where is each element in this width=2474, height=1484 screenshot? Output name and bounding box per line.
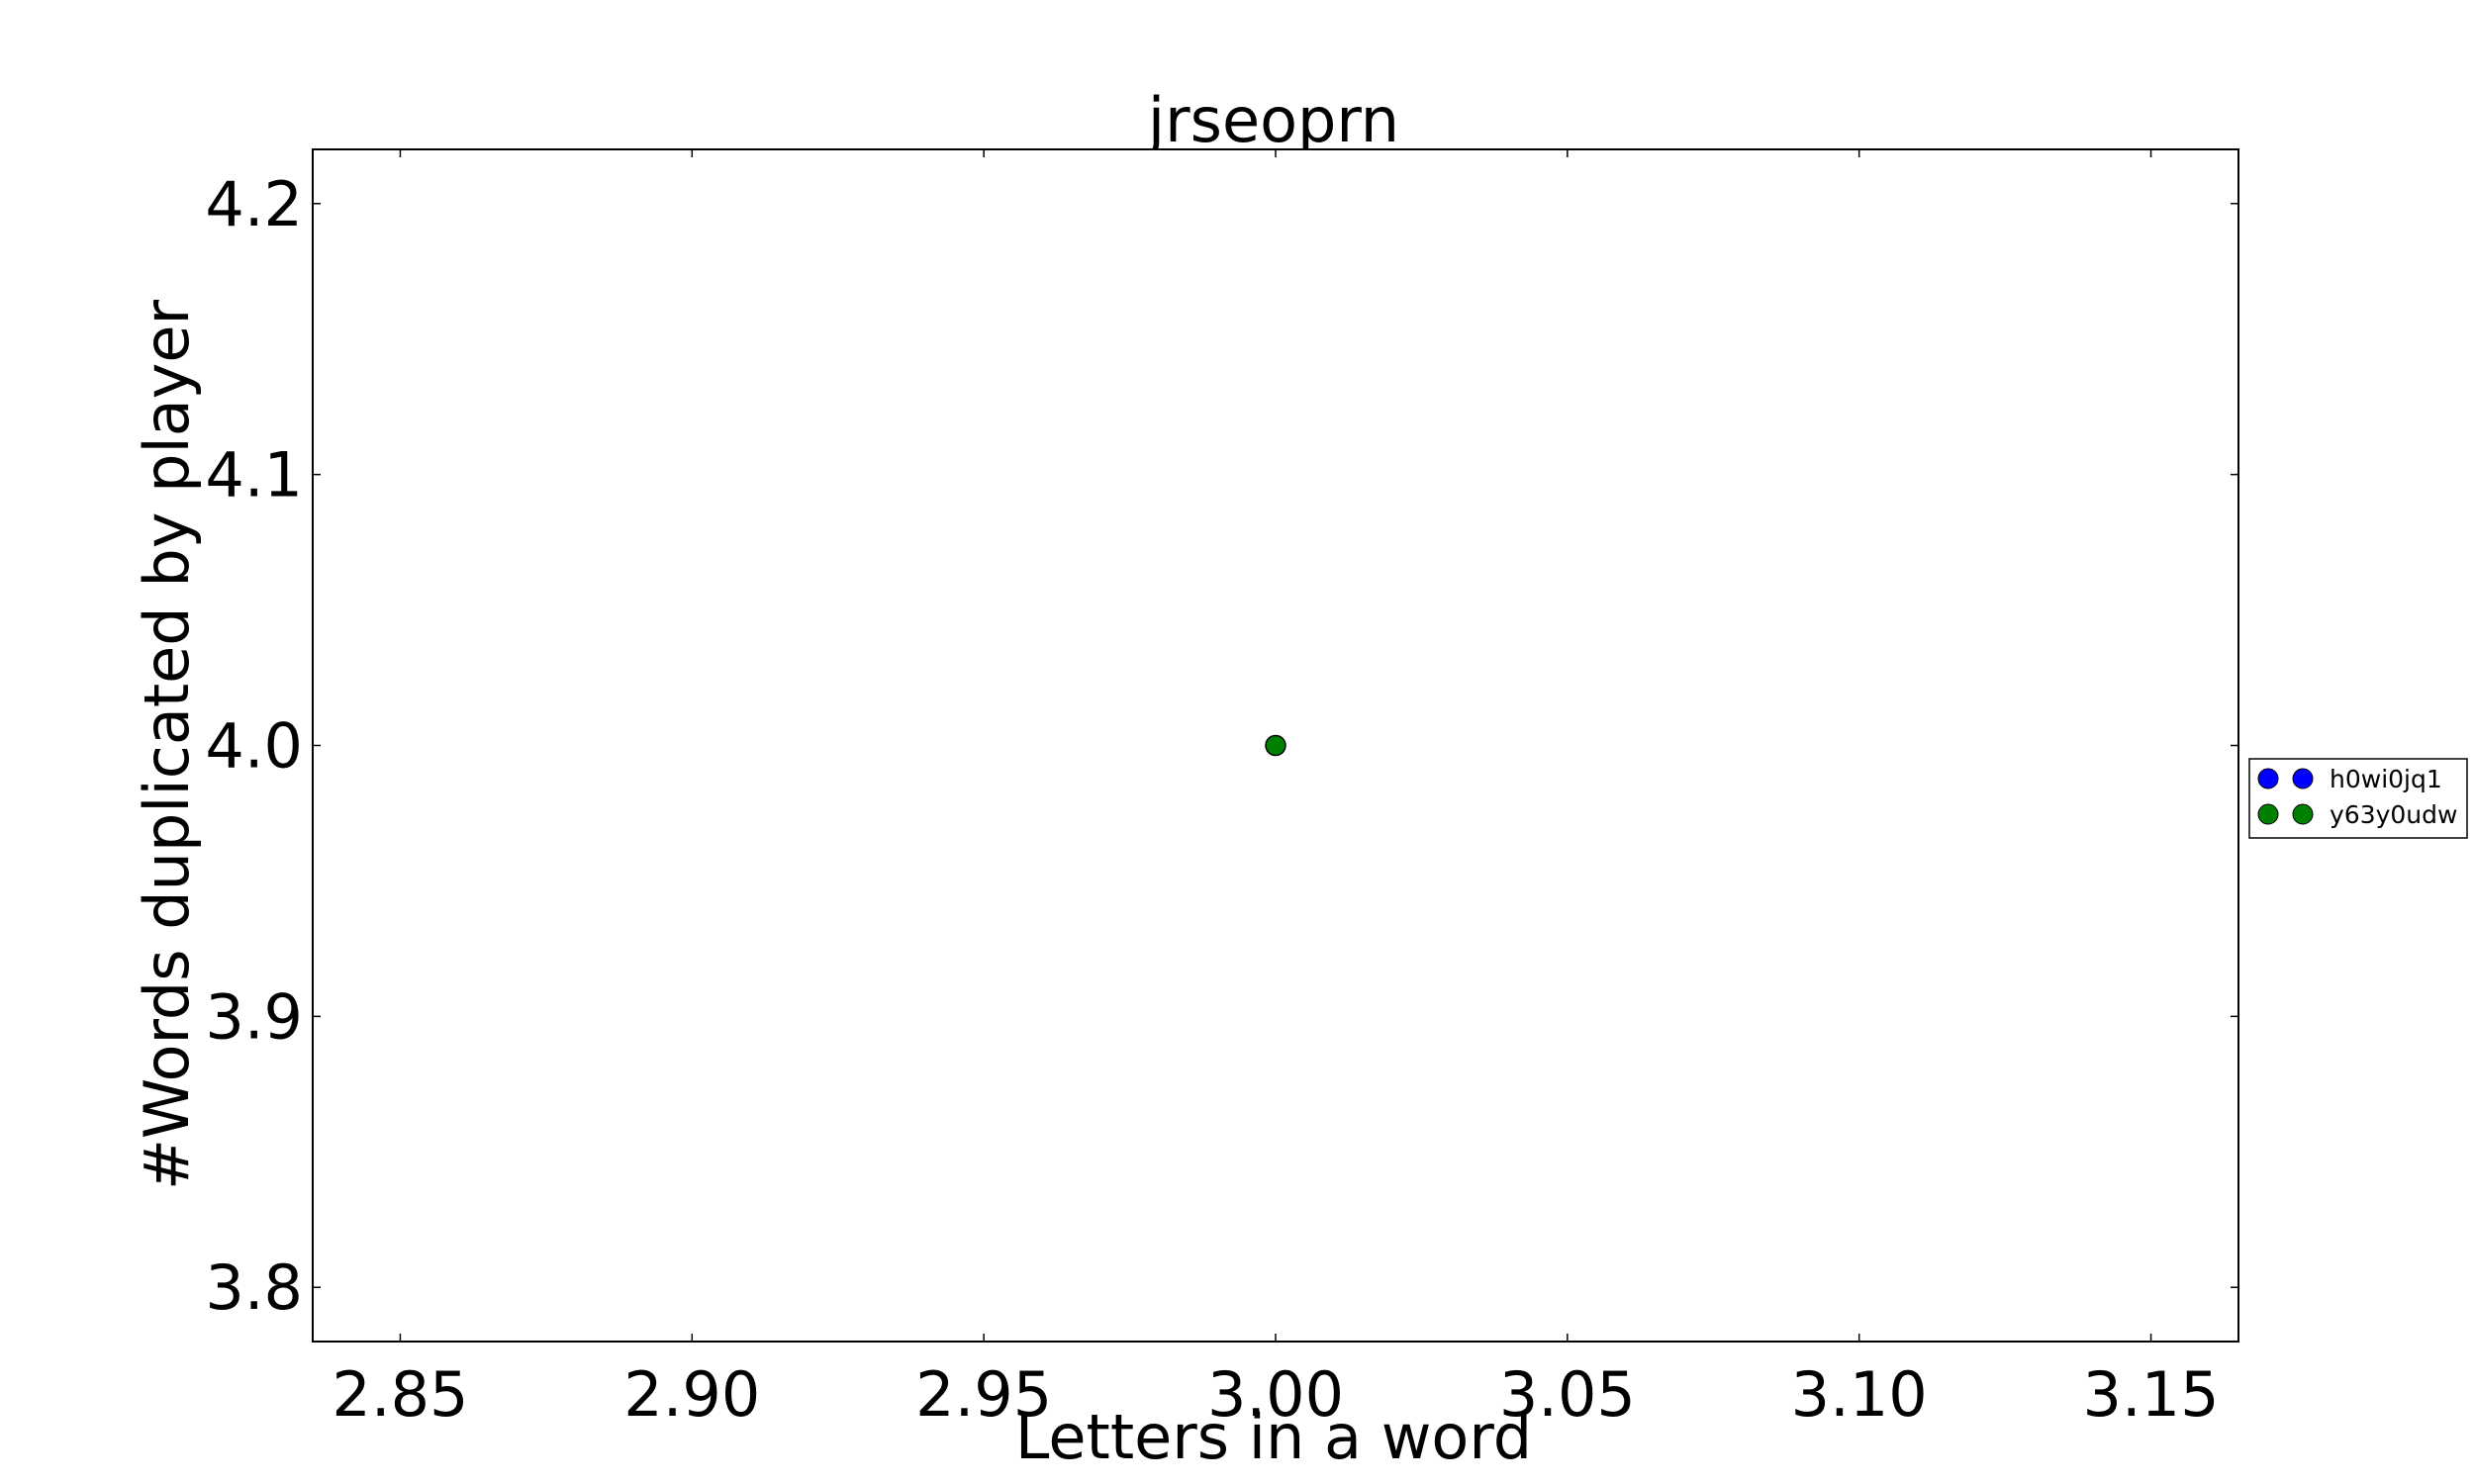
x-tick-label: 2.85 xyxy=(332,1358,468,1431)
x-tick-label: 3.15 xyxy=(2083,1358,2220,1431)
y-tick-label: 4.1 xyxy=(205,439,303,511)
data-points xyxy=(1265,734,1286,757)
y-tick-label: 4.2 xyxy=(205,168,303,240)
legend-label: y63y0udw xyxy=(2330,800,2457,829)
data-point xyxy=(1265,734,1286,757)
legend-label: h0wi0jq1 xyxy=(2330,765,2442,793)
x-tick-label: 3.05 xyxy=(1499,1358,1636,1431)
x-tick-label: 2.95 xyxy=(915,1358,1052,1431)
legend-marker xyxy=(2257,768,2279,789)
y-axis-label: #Words duplicated by player xyxy=(131,299,203,1190)
y-tick-label: 3.8 xyxy=(205,1252,303,1324)
x-tick-label: 3.10 xyxy=(1791,1358,1928,1431)
x-axis-label: Letters in a word xyxy=(1015,1401,1532,1473)
legend-box xyxy=(2248,758,2468,839)
legend-marker xyxy=(2257,803,2279,825)
x-axis: 2.85 2.90 2.95 3.00 3.05 3.10 3.15 xyxy=(332,149,2220,1431)
x-tick-label: 3.00 xyxy=(1207,1358,1344,1431)
legend: h0wi0jq1 y63y0udw xyxy=(2248,758,2468,839)
y-axis: 3.8 3.9 4.0 4.1 4.2 xyxy=(205,168,2238,1324)
legend-marker xyxy=(2292,768,2314,789)
y-tick-label: 3.9 xyxy=(205,980,303,1053)
y-tick-label: 4.0 xyxy=(205,710,303,783)
x-tick-label: 2.90 xyxy=(623,1358,760,1431)
chart-title: jrseoprn xyxy=(1146,84,1399,156)
legend-marker xyxy=(2292,803,2314,825)
